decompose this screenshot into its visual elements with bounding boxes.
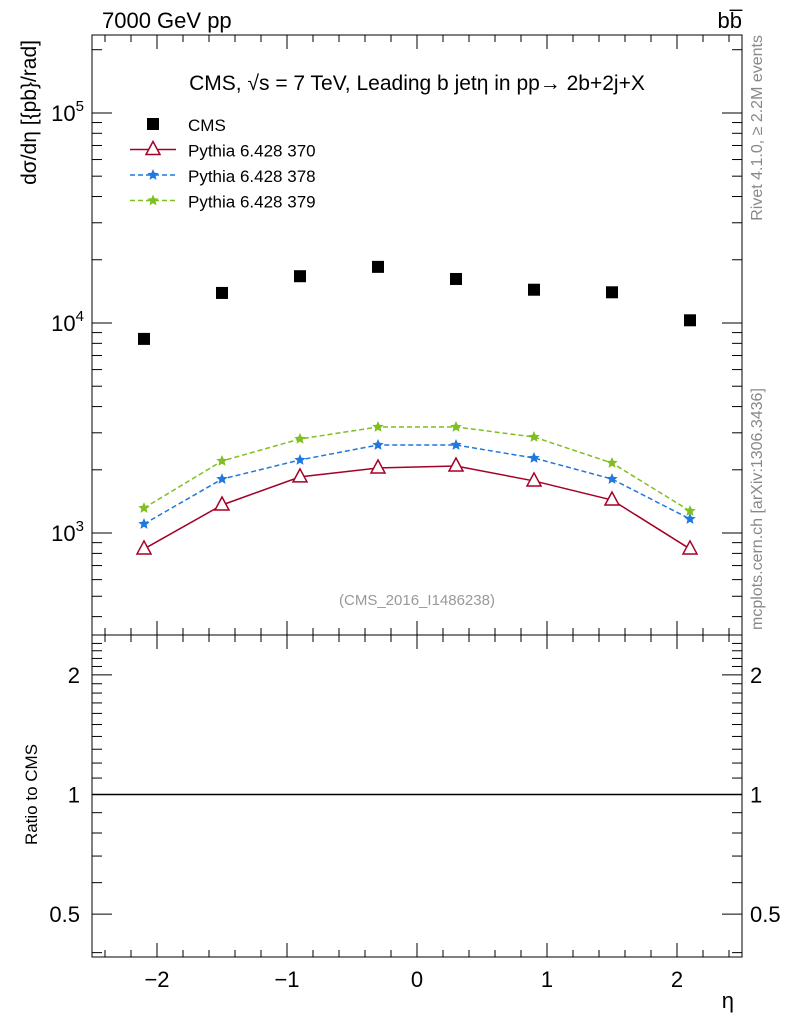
rivet-label: Rivet 4.1.0, ≥ 2.2M events xyxy=(749,35,766,221)
data-point-cms xyxy=(450,272,462,285)
data-point-cms xyxy=(372,260,384,273)
data-point-pythia-6-428-378 xyxy=(138,518,150,529)
analysis-label: (CMS_2016_I1486238) xyxy=(339,592,495,609)
data-point-cms xyxy=(294,270,306,283)
x-tick-label: 0 xyxy=(411,967,423,992)
y-tick-label: 104 xyxy=(51,308,84,336)
ratio-panel-frame xyxy=(91,634,743,958)
ratio-tick-label-right: 2 xyxy=(750,663,762,688)
data-point-pythia-6-428-379 xyxy=(216,455,228,466)
data-point-cms xyxy=(684,314,696,327)
data-point-pythia-6-428-370 xyxy=(447,456,465,472)
y-tick-label: 105 xyxy=(51,98,84,126)
ratio-tick-label: 0.5 xyxy=(49,902,80,927)
data-point-pythia-6-428-378 xyxy=(684,513,696,524)
ratio-tick-label: 2 xyxy=(68,663,80,688)
legend-label-cms: CMS xyxy=(188,116,226,135)
x-tick-label: 1 xyxy=(541,967,553,992)
data-point-pythia-6-428-379 xyxy=(606,457,618,468)
legend-marker-pythia-6-428-378 xyxy=(147,169,159,180)
data-point-pythia-6-428-378 xyxy=(294,454,306,465)
x-tick-label: 2 xyxy=(671,967,683,992)
x-axis-label: η xyxy=(722,988,734,1013)
legend-marker-pythia-6-428-370 xyxy=(144,139,162,156)
data-point-pythia-6-428-379 xyxy=(294,432,306,444)
x-tick-label: −2 xyxy=(144,967,169,992)
x-tick-label: −1 xyxy=(274,967,299,992)
data-point-pythia-6-428-378 xyxy=(216,473,228,484)
data-point-cms xyxy=(138,332,150,345)
legend-marker-pythia-6-428-379 xyxy=(147,194,159,206)
ratio-axis-label: Ratio to CMS xyxy=(22,744,41,845)
data-point-pythia-6-428-370 xyxy=(135,539,153,555)
data-point-pythia-6-428-370 xyxy=(603,490,621,506)
data-point-pythia-6-428-378 xyxy=(372,439,384,450)
series-line-pythia-6-428-378 xyxy=(143,444,691,525)
legend-label-pythia-6-428-378: Pythia 6.428 378 xyxy=(188,167,316,186)
series-line-pythia-6-428-370 xyxy=(143,465,691,550)
mcplots-label: mcplots.cern.ch [arXiv:1306.3436] xyxy=(749,388,766,630)
legend-marker-cms xyxy=(147,118,159,130)
legend-label-pythia-6-428-370: Pythia 6.428 370 xyxy=(188,142,316,161)
data-point-pythia-6-428-379 xyxy=(528,431,540,442)
ratio-tick-label: 1 xyxy=(68,783,80,808)
legend-label-pythia-6-428-379: Pythia 6.428 379 xyxy=(188,193,316,212)
data-point-pythia-6-428-370 xyxy=(681,539,699,555)
data-point-cms xyxy=(606,286,618,299)
data-point-cms xyxy=(216,286,228,299)
energy-label: 7000 GeV pp xyxy=(102,8,232,33)
data-point-pythia-6-428-370 xyxy=(291,467,309,483)
series-line-pythia-6-428-379 xyxy=(143,426,691,512)
data-point-pythia-6-428-370 xyxy=(213,495,231,511)
y-axis-label: dσ/dη [{pb}/rad] xyxy=(18,40,41,185)
process-label: bb̅ xyxy=(718,8,743,33)
data-point-pythia-6-428-378 xyxy=(450,439,462,450)
ratio-tick-label-right: 1 xyxy=(750,783,762,808)
chart-title: CMS, √s = 7 TeV, Leading b jetη in pp→ 2… xyxy=(189,72,645,95)
data-point-pythia-6-428-370 xyxy=(369,458,387,474)
data-point-pythia-6-428-379 xyxy=(138,502,150,513)
data-point-pythia-6-428-370 xyxy=(525,471,543,487)
data-point-pythia-6-428-379 xyxy=(684,505,696,516)
data-point-pythia-6-428-379 xyxy=(372,421,384,432)
ratio-tick-label-right: 0.5 xyxy=(750,902,781,927)
data-point-pythia-6-428-378 xyxy=(606,473,618,484)
data-point-pythia-6-428-379 xyxy=(450,421,462,432)
data-point-cms xyxy=(528,283,540,296)
y-tick-label: 103 xyxy=(51,518,84,546)
data-point-pythia-6-428-378 xyxy=(528,452,540,463)
